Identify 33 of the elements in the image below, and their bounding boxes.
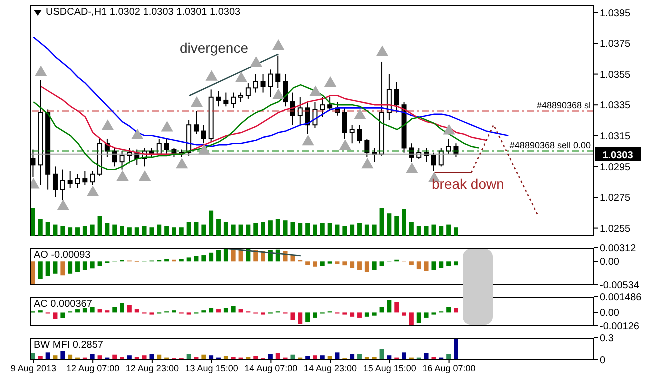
annotation: break down [432,176,504,192]
x-tick-label: 16 Aug 07:00 [422,363,476,374]
y-tick-label: 1.0395 [600,8,632,20]
x-tick-label: 9 Aug 2013 [10,363,56,374]
y-tick-label: 0.00312 [600,244,637,255]
y-tick-label: 1.0335 [600,100,632,112]
x-tick-label: 14 Aug 07:00 [244,363,298,374]
chart-title: AO -0.00093 [34,250,91,261]
y-tick-label: 0.00 [600,257,620,268]
ref-line-label: 1.0303 [602,150,634,162]
y-tick-label: 0.3 [600,334,614,345]
y-tick-label: 1.0375 [600,39,632,50]
x-tick-label: 12 Aug 23:00 [126,363,179,374]
y-tick-label: 1.0275 [600,193,632,204]
y-tick-label: 1.0315 [600,131,632,142]
x-tick-label: 12 Aug 07:00 [66,363,120,374]
chart-title: BW MFI 0.2857 [34,340,104,351]
y-tick-label: 1.0355 [600,70,632,81]
y-tick-label: 0 [600,356,606,367]
y-tick-label: -0.00126 [600,322,640,333]
y-tick-label: 1.0295 [600,162,632,174]
y-tick-label: 0.00 [600,308,620,320]
y-tick-label: 0.001486 [600,292,642,304]
annotation: divergence [180,40,248,56]
y-tick-label: 1.0255 [600,224,632,235]
x-tick-label: 13 Aug 15:00 [185,363,238,374]
chart-title: AC 0.000367 [34,299,92,310]
ref-line-label: #48890368 sl [536,100,591,110]
ref-line-label: #48890368 sell 0.00 [510,140,591,150]
x-tick-label: 15 Aug 15:00 [363,363,416,374]
x-tick-label: 14 Aug 23:00 [304,363,358,374]
chart-title: USDCAD-,H1 1.0302 1.0303 1.0301 1.0303 [46,7,241,18]
y-tick-label: -0.00534 [600,280,640,292]
